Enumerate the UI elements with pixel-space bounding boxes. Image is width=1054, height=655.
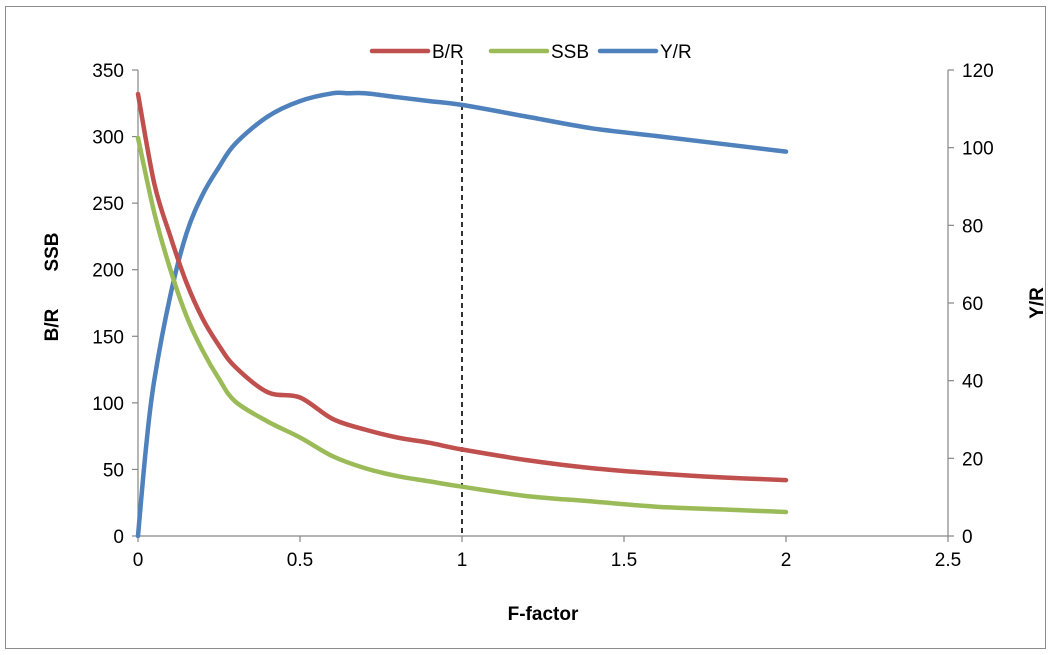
right-y-tick-label: 80 bbox=[962, 216, 983, 237]
left-y-axis-title-br: B/R bbox=[42, 308, 63, 341]
left-y-tick-label: 100 bbox=[92, 394, 124, 415]
x-tick-label: 2 bbox=[781, 550, 792, 571]
right-y-tick-label: 120 bbox=[962, 61, 994, 82]
right-y-tick-label: 100 bbox=[962, 139, 994, 160]
x-tick-label: 1 bbox=[457, 550, 468, 571]
left-y-axis-title-ssb: SSB bbox=[42, 232, 63, 271]
axes bbox=[137, 70, 949, 537]
tick-marks bbox=[132, 69, 954, 542]
series-line-y-r bbox=[135, 90, 789, 539]
x-tick-label: 1.5 bbox=[611, 550, 637, 571]
right-y-tick-label: 40 bbox=[962, 372, 983, 393]
right-y-axis-title: Y/R bbox=[1027, 287, 1048, 319]
left-y-tick-label: 300 bbox=[92, 128, 124, 149]
x-tick-label: 0.5 bbox=[287, 550, 313, 571]
x-tick-label: 2.5 bbox=[935, 550, 961, 571]
left-y-tick-label: 0 bbox=[113, 527, 124, 548]
right-y-tick-label: 20 bbox=[962, 449, 983, 470]
left-y-tick-label: 200 bbox=[92, 261, 124, 282]
series-line-b-r bbox=[135, 91, 789, 483]
legend-label-ssb: SSB bbox=[551, 42, 589, 63]
left-y-tick-label: 150 bbox=[92, 327, 124, 348]
left-y-tick-label: 250 bbox=[92, 194, 124, 215]
x-axis-title: F-factor bbox=[508, 604, 579, 625]
series-layer bbox=[135, 90, 789, 539]
left-y-tick-label: 50 bbox=[103, 460, 124, 481]
chart-frame bbox=[5, 6, 1046, 649]
right-y-tick-label: 0 bbox=[962, 527, 973, 548]
series-line-ssb bbox=[135, 135, 789, 515]
x-tick-label: 0 bbox=[133, 550, 144, 571]
legend-label-y-r: Y/R bbox=[660, 42, 692, 63]
legend: B/R SSB Y/R bbox=[369, 42, 692, 63]
legend-label-b-r: B/R bbox=[432, 42, 464, 63]
right-y-tick-label: 60 bbox=[962, 294, 983, 315]
left-y-tick-label: 350 bbox=[92, 61, 124, 82]
